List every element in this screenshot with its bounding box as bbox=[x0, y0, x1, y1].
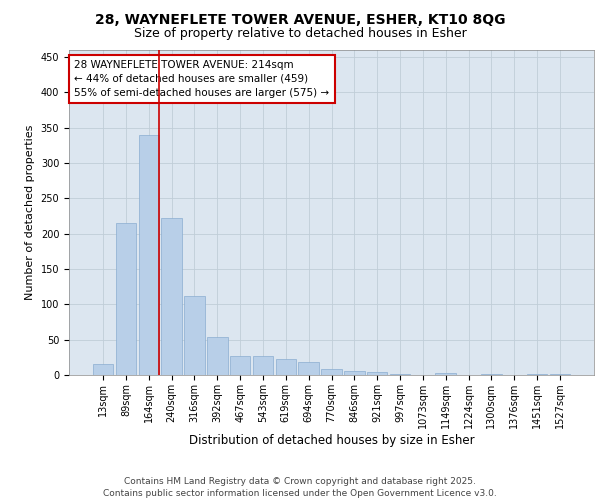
Bar bbox=[550, 374, 570, 375]
Bar bbox=[230, 356, 250, 375]
Bar bbox=[436, 373, 456, 375]
Bar bbox=[321, 368, 342, 375]
Bar bbox=[481, 374, 502, 375]
Bar bbox=[93, 364, 113, 375]
Text: 28, WAYNEFLETE TOWER AVENUE, ESHER, KT10 8QG: 28, WAYNEFLETE TOWER AVENUE, ESHER, KT10… bbox=[95, 12, 505, 26]
Y-axis label: Number of detached properties: Number of detached properties bbox=[25, 125, 35, 300]
Bar bbox=[275, 360, 296, 375]
Bar bbox=[161, 218, 182, 375]
Bar bbox=[253, 356, 273, 375]
Bar bbox=[184, 296, 205, 375]
Bar bbox=[116, 223, 136, 375]
Bar bbox=[527, 374, 547, 375]
Bar bbox=[390, 374, 410, 375]
Bar bbox=[298, 362, 319, 375]
Bar bbox=[344, 371, 365, 375]
Text: Contains HM Land Registry data © Crown copyright and database right 2025.
Contai: Contains HM Land Registry data © Crown c… bbox=[103, 476, 497, 498]
X-axis label: Distribution of detached houses by size in Esher: Distribution of detached houses by size … bbox=[188, 434, 475, 447]
Bar bbox=[367, 372, 388, 375]
Text: 28 WAYNEFLETE TOWER AVENUE: 214sqm
← 44% of detached houses are smaller (459)
55: 28 WAYNEFLETE TOWER AVENUE: 214sqm ← 44%… bbox=[74, 60, 329, 98]
Bar bbox=[139, 135, 159, 375]
Bar bbox=[207, 337, 227, 375]
Text: Size of property relative to detached houses in Esher: Size of property relative to detached ho… bbox=[134, 28, 466, 40]
